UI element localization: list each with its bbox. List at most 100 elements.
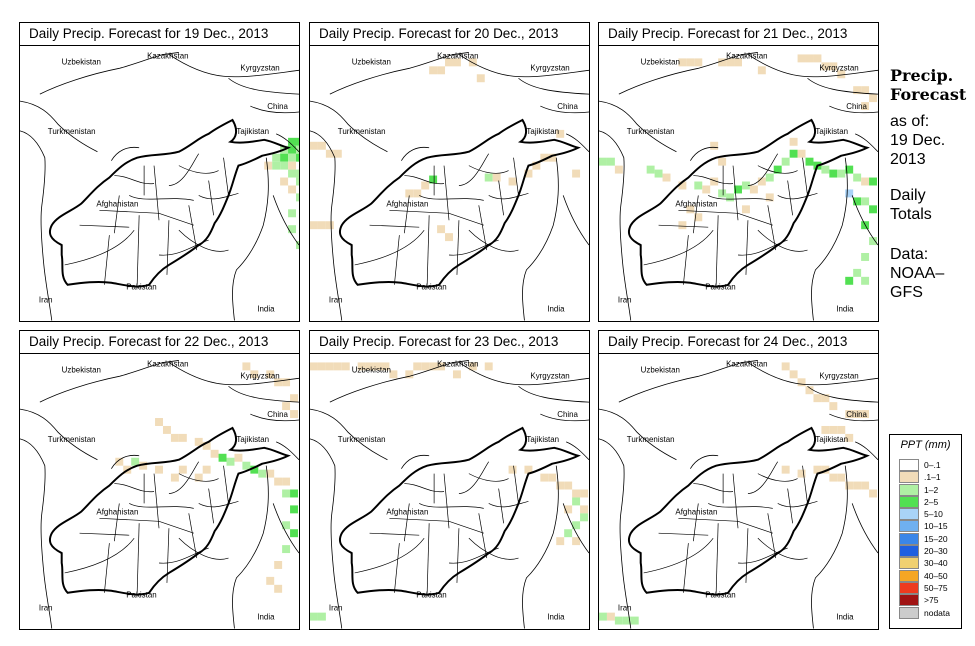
province-border	[747, 461, 779, 494]
label-kazakhstan: Kazakhstan	[437, 359, 478, 368]
province-border	[732, 473, 739, 529]
precip-cell	[614, 165, 623, 174]
precip-cell	[178, 465, 187, 474]
precip-cell	[357, 362, 366, 371]
country-border	[807, 77, 878, 95]
precip-cell	[845, 433, 854, 442]
precip-cell	[606, 612, 615, 621]
precip-cell	[296, 153, 299, 162]
legend-label: 15–20	[924, 533, 948, 544]
forecast-panel-24-dec: Daily Precip. Forecast for 24 Dec., 2013…	[598, 330, 879, 630]
precip-cell	[813, 394, 822, 403]
asof-date-line2: 2013	[890, 151, 926, 168]
precip-cell	[580, 505, 589, 514]
precip-cell	[290, 394, 299, 403]
precip-cell	[272, 161, 281, 170]
country-border	[599, 408, 677, 461]
province-border	[468, 229, 519, 252]
province-border	[136, 215, 140, 285]
label-kazakhstan: Kazakhstan	[147, 51, 188, 60]
precip-cell	[264, 161, 273, 170]
precip-cell	[821, 165, 830, 174]
panel-title: Daily Precip. Forecast for 19 Dec., 2013	[20, 23, 299, 46]
province-border	[369, 224, 420, 228]
precip-cell	[226, 457, 235, 466]
province-border	[129, 195, 194, 201]
precip-cell	[282, 545, 291, 554]
precip-cell	[781, 157, 790, 166]
province-border	[643, 537, 714, 574]
afghanistan-outline	[338, 118, 581, 288]
province-border	[693, 483, 734, 493]
label-india: India	[836, 613, 854, 622]
precip-cell	[869, 205, 878, 214]
precip-cell	[282, 402, 291, 411]
precip-cell	[556, 537, 565, 546]
precip-cell	[606, 157, 615, 166]
precip-cell	[853, 268, 862, 277]
province-border	[732, 165, 739, 221]
precip-cell	[437, 225, 446, 234]
precip-cell	[773, 165, 782, 174]
province-border	[757, 229, 808, 252]
country-border	[111, 454, 140, 469]
side-title-line1: Precip.	[890, 66, 954, 85]
label-china: China	[557, 102, 578, 111]
country-border	[540, 413, 589, 422]
country-border	[829, 413, 878, 422]
precip-cell	[272, 153, 281, 162]
label-china: China	[846, 102, 867, 111]
legend-item: 1–2	[890, 483, 961, 496]
label-india: India	[257, 305, 275, 314]
precip-cell	[572, 537, 581, 546]
label-tajikistan: Tajikistan	[815, 127, 848, 136]
afghanistan-outline	[627, 426, 870, 596]
panel-title: Daily Precip. Forecast for 21 Dec., 2013	[599, 23, 878, 46]
precip-cell	[861, 276, 870, 285]
legend-label: 30–40	[924, 558, 948, 569]
precip-cell	[781, 465, 790, 474]
province-border	[223, 465, 229, 504]
precip-cell	[325, 362, 334, 371]
precip-cell	[599, 612, 607, 621]
province-border	[153, 473, 160, 529]
precip-cell	[861, 102, 870, 111]
province-border	[129, 503, 194, 509]
precip-cell	[869, 489, 878, 498]
country-border	[566, 133, 589, 153]
label-tajikistan: Tajikistan	[236, 127, 269, 136]
label-afghanistan: Afghanistan	[675, 199, 717, 208]
province-border	[777, 193, 818, 200]
province-border	[802, 465, 808, 504]
legend-swatch	[899, 532, 919, 545]
precip-legend: PPT (mm) 0–.1 .1–1 1–2 2–5 5–10 10–15 15–20 20–…	[889, 434, 962, 629]
asof-label: as of:	[890, 113, 930, 130]
legend-label: .1–1	[924, 472, 941, 483]
precip-cell	[718, 58, 727, 67]
province-border	[79, 224, 130, 228]
country-border	[276, 441, 299, 461]
province-border	[389, 209, 450, 214]
precip-cell	[365, 362, 374, 371]
province-border	[468, 165, 509, 174]
province-border	[767, 205, 777, 251]
precip-cell	[540, 153, 549, 162]
country-border	[168, 362, 299, 386]
precip-cell	[242, 461, 251, 470]
label-afghanistan: Afghanistan	[96, 507, 138, 516]
precip-cell	[853, 86, 862, 95]
precip-cell	[813, 465, 822, 474]
province-border	[715, 215, 719, 285]
province-border	[208, 180, 214, 216]
label-pakistan: Pakistan	[126, 283, 156, 292]
precip-cell	[540, 473, 549, 482]
precip-cell	[572, 497, 581, 506]
country-border	[522, 157, 559, 321]
precip-cell	[317, 221, 326, 230]
country-border	[250, 105, 299, 114]
country-border	[518, 77, 589, 95]
precip-cell	[686, 205, 695, 214]
precip-cell	[310, 141, 318, 150]
label-india: India	[257, 613, 275, 622]
precip-cell	[484, 362, 493, 371]
